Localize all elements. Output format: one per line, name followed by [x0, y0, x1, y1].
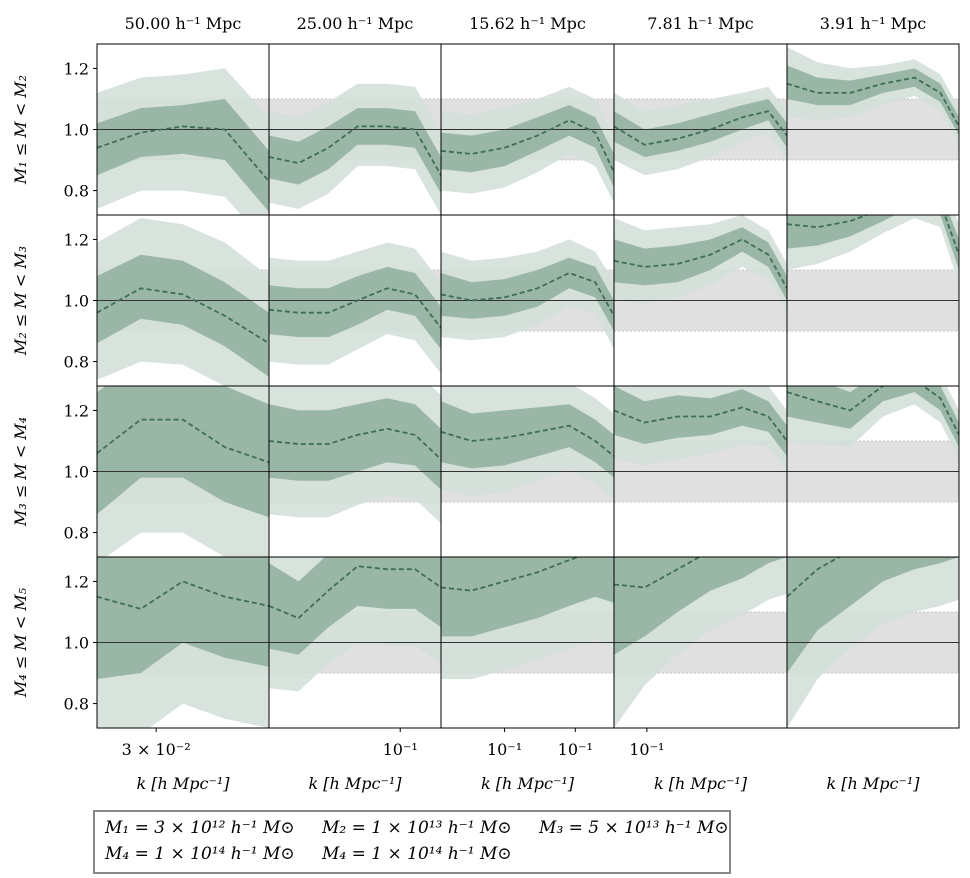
- row-label: M₂ ≤ M < M₃: [11, 246, 30, 356]
- panel-r2-c4: [614, 215, 787, 332]
- y-tick-label: 0.8: [64, 353, 89, 372]
- panel-r4-c3: [441, 557, 614, 680]
- y-tick-label: 1.2: [64, 230, 89, 249]
- panel-frame: [786, 556, 960, 729]
- x-axis-label: k [h Mpc⁻¹]: [481, 774, 575, 793]
- inner-scatter-band: [97, 99, 269, 212]
- row-label: M₁ ≤ M < M₂: [11, 75, 30, 185]
- inner-scatter-band: [441, 257, 614, 331]
- median-line: [269, 287, 441, 329]
- x-tick-label: 10⁻¹: [558, 740, 593, 759]
- inner-scatter-band: [97, 254, 269, 377]
- inner-scatter-band: [441, 105, 614, 188]
- panel-r3-c3: [441, 386, 614, 503]
- y-tick-label: 0.8: [64, 524, 89, 543]
- column-title: 50.00 h⁻¹ Mpc: [125, 14, 242, 33]
- y-tick-label: 1.0: [64, 463, 89, 482]
- inner-scatter-band: [441, 557, 614, 637]
- legend-entry-m1: M₁ = 3 × 10¹² h⁻¹ M⊙: [105, 818, 295, 838]
- median-line: [614, 238, 787, 289]
- x-tick-label: 10⁻¹: [383, 740, 418, 759]
- panel-r2-c2: [269, 242, 441, 374]
- median-line: [97, 580, 269, 610]
- x-tick-label: 10⁻¹: [629, 740, 664, 759]
- panel-r4-c2: [269, 557, 441, 692]
- legend-entry-m3: M₃ = 5 × 10¹³ h⁻¹ M⊙: [539, 818, 729, 838]
- inner-scatter-band: [269, 266, 441, 350]
- column-title: 15.62 h⁻¹ Mpc: [469, 14, 586, 33]
- legend-entry-m4: M₄ = 1 × 10¹⁴ h⁻¹ M⊙: [105, 844, 295, 864]
- median-line: [787, 386, 959, 436]
- panel-r3-c5: [787, 386, 959, 503]
- panel-r2-c1: [97, 218, 269, 386]
- column-title: 7.81 h⁻¹ Mpc: [647, 14, 754, 33]
- inner-scatter-band: [614, 227, 787, 301]
- y-tick-label: 1.2: [64, 59, 89, 78]
- panel-r1-c3: [441, 86, 614, 203]
- legend-box: M₁ = 3 × 10¹² h⁻¹ M⊙ M₂ = 1 × 10¹³ h⁻¹ M…: [93, 810, 731, 874]
- panel-r1-c4: [614, 86, 787, 176]
- median-line: [787, 76, 959, 127]
- median-line: [269, 125, 441, 176]
- median-line: [614, 406, 787, 442]
- y-tick-label: 0.8: [64, 695, 89, 714]
- legend-line-1: M₁ = 3 × 10¹² h⁻¹ M⊙ M₂ = 1 × 10¹³ h⁻¹ M…: [105, 818, 751, 838]
- panel-r4-c1: [97, 557, 269, 728]
- median-line: [97, 287, 269, 345]
- x-tick-label: 3 × 10⁻²: [122, 740, 191, 759]
- x-axis-label: k [h Mpc⁻¹]: [136, 774, 230, 793]
- inner-scatter-band: [97, 386, 269, 518]
- y-tick-label: 1.0: [64, 121, 89, 140]
- median-line: [441, 557, 614, 592]
- median-line: [787, 557, 842, 598]
- inner-scatter-band: [787, 557, 959, 673]
- x-axis-label: k [h Mpc⁻¹]: [826, 774, 920, 793]
- x-tick-label: 10⁻¹: [487, 740, 522, 759]
- column-title: 25.00 h⁻¹ Mpc: [297, 14, 414, 33]
- row-label: M₃ ≤ M < M₄: [11, 417, 30, 527]
- median-line: [441, 272, 614, 317]
- legend-entry-m4-repeat: M₄ = 1 × 10¹⁴ h⁻¹ M⊙: [322, 844, 512, 864]
- inner-scatter-band: [787, 215, 959, 270]
- panel-r2-c5: [787, 215, 959, 332]
- panel-r3-c1: [97, 386, 269, 557]
- panel-r3-c4: [614, 386, 787, 503]
- inner-scatter-band: [97, 557, 269, 680]
- y-tick-label: 1.2: [64, 401, 89, 420]
- inner-scatter-band: [269, 557, 441, 655]
- inner-scatter-band: [441, 401, 614, 478]
- median-line: [269, 565, 441, 620]
- x-axis-label: k [h Mpc⁻¹]: [654, 774, 748, 793]
- y-tick-label: 1.2: [64, 572, 89, 591]
- panel-r1-c2: [269, 83, 441, 215]
- row-label: M₄ ≤ M < M₅: [11, 587, 30, 698]
- legend-line-2: M₄ = 1 × 10¹⁴ h⁻¹ M⊙ M₄ = 1 × 10¹⁴ h⁻¹ M…: [105, 844, 534, 864]
- median-line: [269, 427, 441, 460]
- inner-scatter-band: [269, 398, 441, 490]
- legend-entry-m2: M₂ = 1 × 10¹³ h⁻¹ M⊙: [322, 818, 512, 838]
- x-axis-label: k [h Mpc⁻¹]: [308, 774, 402, 793]
- median-line: [97, 418, 269, 464]
- panel-r1-c5: [787, 47, 959, 161]
- y-tick-label: 1.0: [64, 634, 89, 653]
- median-line: [441, 424, 614, 457]
- inner-scatter-band: [614, 386, 787, 457]
- panel-r1-c1: [97, 68, 269, 215]
- median-line: [97, 125, 269, 182]
- median-line: [441, 119, 614, 173]
- y-tick-label: 1.0: [64, 292, 89, 311]
- panel-r2-c3: [441, 239, 614, 350]
- inner-scatter-band: [787, 65, 959, 136]
- column-title: 3.91 h⁻¹ Mpc: [820, 14, 927, 33]
- inner-scatter-band: [787, 386, 959, 448]
- panel-r4-c5: [787, 557, 959, 728]
- median-line: [614, 110, 787, 146]
- y-tick-label: 0.8: [64, 182, 89, 201]
- panel-r4-c4: [614, 557, 787, 728]
- panel-r3-c2: [269, 386, 441, 524]
